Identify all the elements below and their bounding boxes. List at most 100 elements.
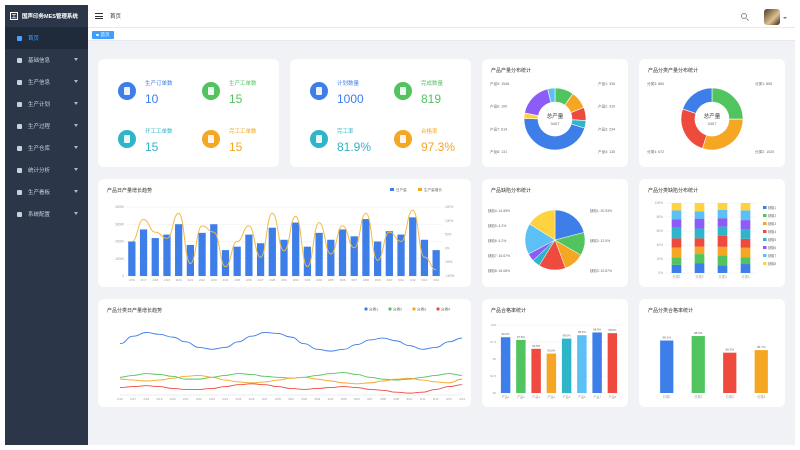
bar[interactable]	[691, 336, 705, 393]
bar[interactable]	[186, 244, 194, 276]
bar[interactable]	[754, 350, 768, 393]
sidebar-item-label: 生产计划	[28, 102, 51, 108]
bar[interactable]	[175, 224, 183, 276]
bar[interactable]	[432, 250, 440, 276]
tags-view-bar: 首页	[88, 28, 795, 41]
stacked-segment[interactable]	[717, 246, 728, 256]
bar[interactable]	[256, 243, 265, 276]
menu-toggle-icon[interactable]	[95, 13, 103, 19]
stat-item: 完工工单数 15	[202, 121, 292, 161]
bar[interactable]	[151, 238, 159, 276]
chart-title: 产品分类合格率统计	[648, 308, 694, 314]
chevron-down-icon[interactable]	[783, 17, 787, 19]
bar[interactable]	[397, 234, 405, 276]
donut-slice[interactable]	[524, 88, 552, 117]
donut-slice[interactable]	[682, 87, 713, 114]
bar[interactable]	[546, 353, 557, 393]
bar[interactable]	[245, 234, 253, 276]
bar[interactable]	[500, 337, 511, 393]
stacked-segment[interactable]	[717, 226, 728, 236]
sidebar-item-5[interactable]: 生产仓库	[5, 137, 88, 159]
bar[interactable]	[315, 232, 323, 276]
avatar[interactable]	[764, 9, 780, 25]
sidebar-item-2[interactable]: 生产信息	[5, 71, 88, 93]
bar[interactable]	[338, 229, 347, 276]
pie-slice[interactable]	[529, 209, 556, 241]
stacked-segment[interactable]	[717, 265, 728, 273]
stacked-segment[interactable]	[740, 229, 751, 239]
sidebar-item-1[interactable]: 基础信息	[5, 49, 88, 71]
sidebar-item-7[interactable]: 生产看板	[5, 181, 88, 203]
stacked-segment[interactable]	[717, 203, 728, 210]
stacked-segment[interactable]	[671, 238, 682, 248]
stacked-segment[interactable]	[694, 218, 705, 229]
stacked-segment[interactable]	[671, 210, 682, 220]
bar[interactable]	[350, 236, 358, 276]
app-logo[interactable]: 工 国声印务MES管理系统	[5, 5, 88, 27]
bar[interactable]	[362, 219, 370, 276]
bar[interactable]	[221, 250, 230, 276]
stacked-segment[interactable]	[671, 247, 682, 258]
bar[interactable]	[607, 333, 618, 393]
stacked-segment[interactable]	[740, 264, 751, 273]
bar[interactable]	[198, 232, 206, 276]
stacked-segment[interactable]	[694, 254, 705, 264]
bar[interactable]	[233, 246, 241, 276]
stacked-segment[interactable]	[694, 211, 705, 219]
bar[interactable]	[561, 338, 572, 393]
stacked-segment[interactable]	[740, 247, 751, 258]
donut-slice[interactable]	[547, 87, 556, 103]
bar[interactable]	[385, 231, 393, 276]
stacked-segment[interactable]	[694, 238, 705, 247]
bar[interactable]	[420, 239, 429, 276]
sidebar-item-6[interactable]: 统计分析	[5, 159, 88, 181]
stacked-segment[interactable]	[671, 203, 682, 211]
bar[interactable]	[723, 352, 737, 393]
bar[interactable]	[592, 332, 602, 393]
bar[interactable]	[210, 224, 218, 276]
stacked-segment[interactable]	[740, 238, 751, 248]
stacked-segment[interactable]	[717, 235, 728, 247]
bar[interactable]	[268, 227, 276, 276]
stacked-segment[interactable]	[671, 227, 682, 239]
bar[interactable]	[409, 217, 417, 276]
stacked-segment[interactable]	[671, 257, 682, 265]
stacked-segment[interactable]	[717, 255, 728, 266]
bar[interactable]	[374, 241, 382, 277]
stacked-segment[interactable]	[740, 257, 751, 265]
bar[interactable]	[163, 234, 171, 276]
defect-pie-chart: 缺陷1: 20.93% 缺陷2: 12.5% 缺陷3: 10.87% 缺陷4: 14.…	[488, 208, 612, 273]
stacked-segment[interactable]	[694, 263, 705, 273]
bar[interactable]	[660, 340, 674, 393]
bar[interactable]	[292, 222, 300, 276]
bar[interactable]	[531, 348, 541, 393]
series-line	[119, 372, 463, 381]
stacked-segment[interactable]	[740, 220, 751, 230]
bar[interactable]	[128, 241, 136, 277]
stacked-segment[interactable]	[694, 228, 705, 239]
bar[interactable]	[577, 335, 587, 393]
stacked-segment[interactable]	[694, 203, 705, 212]
sidebar-item-4[interactable]: 生产过程	[5, 115, 88, 137]
tag-home[interactable]: 首页	[92, 31, 114, 39]
stacked-segment[interactable]	[694, 246, 705, 255]
bar[interactable]	[303, 246, 312, 276]
search-icon[interactable]	[741, 13, 747, 19]
donut-slice[interactable]	[523, 118, 585, 151]
stacked-segment[interactable]	[740, 210, 751, 221]
stacked-segment[interactable]	[671, 219, 682, 228]
bar[interactable]	[516, 339, 526, 393]
stacked-segment[interactable]	[717, 209, 728, 219]
bar[interactable]	[139, 229, 148, 276]
stacked-segment[interactable]	[740, 203, 751, 211]
bar[interactable]	[327, 239, 335, 276]
sidebar-item-8[interactable]: 系统配置	[5, 203, 88, 225]
document-icon	[118, 82, 136, 100]
pie-slice[interactable]	[554, 209, 585, 241]
stacked-segment[interactable]	[717, 218, 728, 227]
sidebar-item-0[interactable]: 首页	[5, 27, 88, 49]
donut-label: 产品2: 310	[598, 104, 615, 109]
sidebar-item-3[interactable]: 生产计划	[5, 93, 88, 115]
stacked-segment[interactable]	[671, 264, 682, 273]
bar[interactable]	[280, 239, 288, 276]
